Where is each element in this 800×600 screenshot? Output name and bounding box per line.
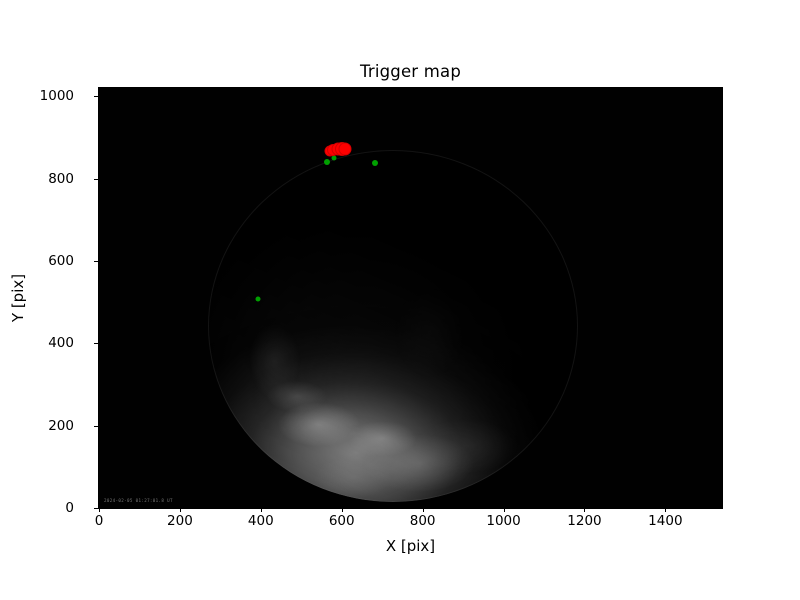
y-tick-label: 1000 (39, 88, 74, 105)
page-title: Trigger map (359, 62, 461, 81)
y-tick (94, 260, 98, 262)
plot-area[interactable]: 2024-02-05 01:27:01.8 UT (99, 88, 722, 508)
x-tick-label: 800 (409, 513, 436, 529)
y-tick (94, 508, 98, 509)
y-tick-label: 800 (48, 170, 74, 187)
axis-spine-right (722, 88, 723, 509)
y-tick (94, 425, 98, 427)
x-tick-label: 0 (94, 513, 104, 529)
y-tick (94, 343, 98, 345)
x-tick (503, 508, 505, 512)
y-axis-label: Y [pix] (9, 273, 27, 323)
x-tick (260, 508, 262, 512)
trigger-marker-green[interactable] (371, 159, 378, 166)
trigger-marker-green[interactable] (323, 159, 330, 166)
x-axis-label: X [pix] (385, 537, 436, 555)
y-tick-label: 200 (48, 417, 74, 434)
x-tick-label: 1000 (486, 513, 521, 529)
y-tick-label: 400 (48, 335, 74, 352)
x-tick-label: 400 (247, 513, 274, 529)
moon-shadow (208, 150, 578, 502)
trigger-marker-red[interactable] (338, 142, 352, 156)
timestamp-overlay: 2024-02-05 01:27:01.8 UT (104, 498, 173, 503)
y-tick (94, 96, 98, 98)
x-tick-label: 600 (328, 513, 355, 529)
trigger-marker-green[interactable] (331, 155, 337, 161)
axis-spine-top (98, 87, 723, 88)
axis-spine-left (98, 88, 99, 509)
trigger-marker-green[interactable] (255, 296, 261, 302)
x-tick (341, 508, 343, 512)
y-tick (94, 178, 98, 180)
lunar-image (99, 88, 722, 508)
x-tick (584, 508, 586, 512)
x-tick (179, 508, 181, 512)
x-tick-label: 1200 (567, 513, 602, 529)
x-tick (99, 508, 100, 512)
x-tick-label: 1400 (648, 513, 683, 529)
x-tick-label: 200 (167, 513, 193, 529)
moon-rim (208, 150, 578, 502)
y-tick-label: 0 (65, 500, 74, 516)
axis-spine-bottom (98, 508, 723, 509)
x-tick (665, 508, 667, 512)
y-tick-label: 600 (48, 252, 74, 269)
x-tick (422, 508, 424, 512)
